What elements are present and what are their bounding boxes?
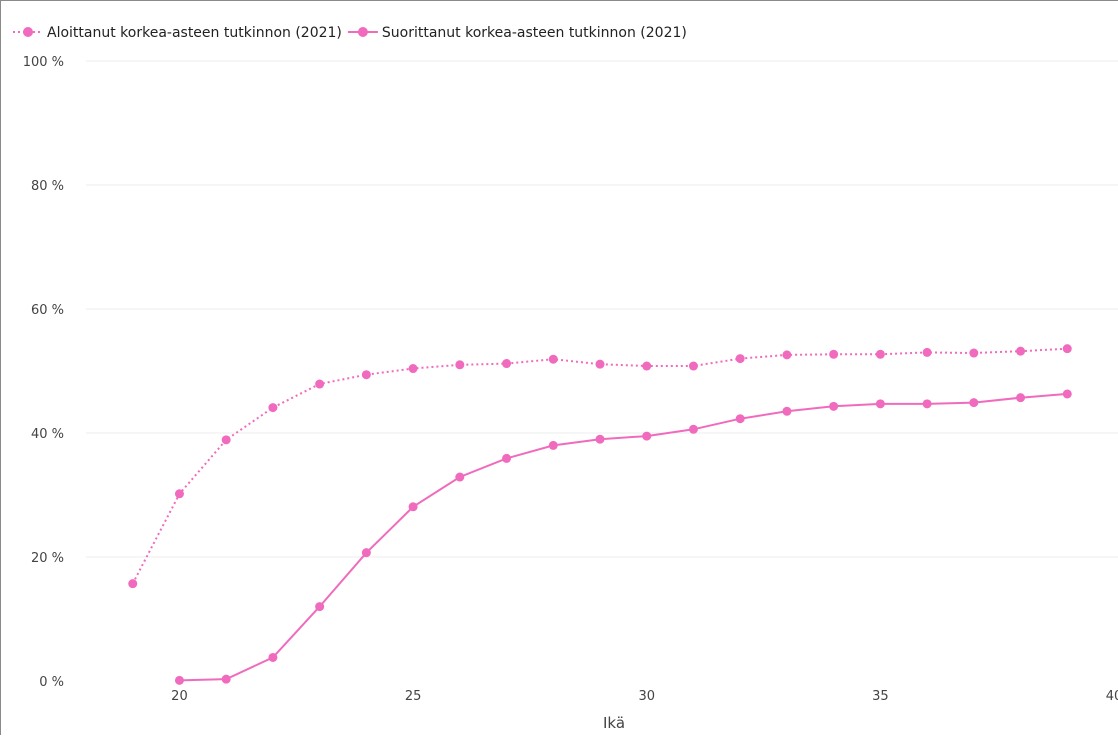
legend-label: Suorittanut korkea-asteen tutkinnon (202… xyxy=(382,25,687,41)
data-point-1 xyxy=(642,361,652,371)
data-point-1 xyxy=(782,350,792,360)
data-point-2 xyxy=(875,399,885,409)
data-point-2 xyxy=(315,602,325,612)
series-line-2 xyxy=(179,392,1068,682)
data-point-2 xyxy=(829,401,839,411)
y-tick-label: 20 % xyxy=(31,551,64,566)
data-point-2 xyxy=(735,414,745,424)
data-point-2 xyxy=(922,399,932,409)
legend-item-2[interactable]: Suorittanut korkea-asteen tutkinnon (202… xyxy=(347,25,687,41)
data-point-1 xyxy=(922,347,932,357)
x-tick-label: 35 xyxy=(872,689,889,704)
data-point-1 xyxy=(595,359,605,369)
legend-item-1[interactable]: Aloittanut korkea-asteen tutkinnon (2021… xyxy=(13,25,342,41)
y-tick-label: 80 % xyxy=(31,179,64,194)
series-line-1 xyxy=(131,347,1068,585)
legend[interactable]: Aloittanut korkea-asteen tutkinnon (2021… xyxy=(13,25,687,41)
data-point-2 xyxy=(642,431,652,441)
data-point-1 xyxy=(408,364,418,374)
legend-marker-icon xyxy=(357,27,368,37)
y-axis-ticks: 0 % 20 % 40 % 60 % 80 % 100 % xyxy=(23,55,64,690)
data-point-1 xyxy=(1016,346,1026,356)
data-point-2 xyxy=(782,406,792,416)
legend-label: Aloittanut korkea-asteen tutkinnon (2021… xyxy=(47,25,342,41)
y-tick-label: 100 % xyxy=(23,55,64,70)
data-point-1 xyxy=(969,348,979,358)
data-point-1 xyxy=(128,579,138,589)
x-axis-ticks: 20 25 30 35 40 xyxy=(171,689,1118,704)
x-tick-label: 20 xyxy=(171,689,188,704)
data-point-2 xyxy=(1016,393,1026,403)
data-point-1 xyxy=(268,403,278,413)
data-point-1 xyxy=(361,370,371,380)
data-point-2 xyxy=(595,434,605,444)
x-tick-label: 30 xyxy=(638,689,655,704)
data-point-2 xyxy=(221,674,231,684)
data-point-1 xyxy=(174,489,184,499)
data-point-1 xyxy=(688,361,698,371)
data-point-2 xyxy=(268,652,278,662)
y-tick-label: 60 % xyxy=(31,303,64,318)
data-point-1 xyxy=(315,379,325,389)
data-point-1 xyxy=(735,354,745,364)
data-point-1 xyxy=(502,359,512,369)
data-point-2 xyxy=(502,453,512,463)
data-point-2 xyxy=(174,675,184,685)
data-point-2 xyxy=(969,398,979,408)
data-point-2 xyxy=(1062,389,1072,399)
data-point-2 xyxy=(688,424,698,434)
data-point-1 xyxy=(1062,344,1072,354)
data-point-2 xyxy=(361,548,371,558)
data-point-2 xyxy=(548,440,558,450)
y-tick-label: 40 % xyxy=(31,427,64,442)
gridlines xyxy=(86,60,1118,558)
x-tick-label: 25 xyxy=(405,689,422,704)
y-tick-label: 0 % xyxy=(39,675,64,690)
x-tick-label: 40 xyxy=(1106,689,1118,704)
data-point-2 xyxy=(455,472,465,482)
data-point-1 xyxy=(455,360,465,370)
data-point-1 xyxy=(875,349,885,359)
data-point-1 xyxy=(548,354,558,364)
legend-marker-icon xyxy=(23,27,33,37)
data-point-1 xyxy=(221,435,231,445)
x-axis-title: Ikä xyxy=(603,714,625,732)
series-layer xyxy=(128,344,1072,685)
data-point-1 xyxy=(829,349,839,359)
data-point-2 xyxy=(408,502,418,512)
